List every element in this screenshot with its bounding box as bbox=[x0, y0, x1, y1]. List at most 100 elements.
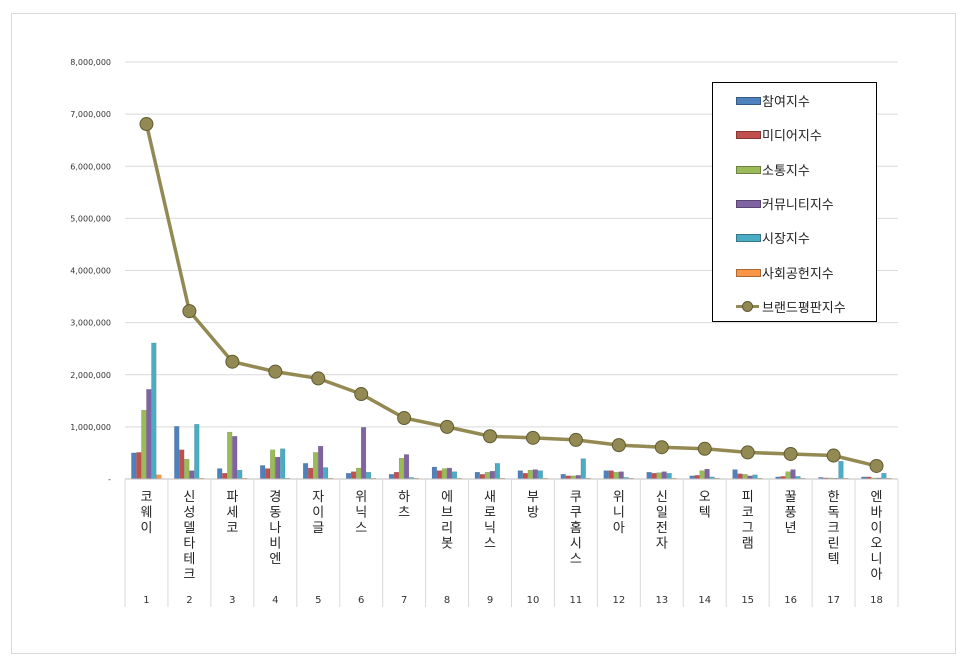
bar-1-10 bbox=[517, 470, 523, 480]
legend-label: 시장지수 bbox=[762, 232, 810, 248]
bar-5-8 bbox=[451, 471, 458, 480]
brand-label-char: 자 bbox=[656, 537, 668, 552]
brand-label-char: 풍 bbox=[785, 506, 797, 521]
brand-label-char: 닉 bbox=[355, 506, 367, 521]
brand-label-char: 신 bbox=[656, 490, 668, 505]
bar-5-13 bbox=[666, 473, 672, 480]
brand-label-char: 이 bbox=[140, 521, 152, 536]
brand-label-char: 코 bbox=[742, 506, 754, 521]
bar-5-15 bbox=[752, 474, 758, 480]
x-axis: 코웨이1신성델타테크2파세코3경동나비엔4자이글5위닉스6하츠7에브리봇8새로닉… bbox=[124, 478, 899, 607]
brand-label-char: 피 bbox=[742, 490, 754, 505]
brand-label-char: 년 bbox=[785, 521, 797, 536]
brand-label-char: 위 bbox=[355, 490, 367, 505]
brand-label-char: 리 bbox=[441, 521, 453, 536]
bar-5-9 bbox=[494, 463, 500, 480]
bar-2-14 bbox=[694, 475, 700, 480]
brand-label-char: 파 bbox=[226, 490, 238, 505]
category-label-16: 16 bbox=[784, 595, 797, 606]
bar-6-1 bbox=[156, 474, 162, 480]
bar-3-10 bbox=[527, 469, 533, 480]
legend-item-5: 시장지수 bbox=[713, 227, 876, 247]
reputation-point-1 bbox=[139, 117, 154, 132]
reputation-point-6 bbox=[354, 387, 369, 402]
bar-2-10 bbox=[522, 473, 528, 480]
category-label-14: 14 bbox=[698, 595, 711, 606]
bar-1-5 bbox=[303, 463, 309, 480]
bar-3-9 bbox=[484, 472, 490, 480]
reputation-polyline bbox=[144, 123, 877, 468]
bar-4-13 bbox=[661, 471, 667, 480]
reputation-point-17 bbox=[826, 448, 841, 463]
reputation-point-4 bbox=[268, 364, 283, 379]
legend-swatch bbox=[736, 268, 761, 277]
legend-label: 참여지수 bbox=[762, 95, 810, 110]
bar-5-5 bbox=[323, 467, 329, 480]
reputation-point-18 bbox=[869, 458, 884, 473]
brand-label-char: 코 bbox=[140, 490, 152, 505]
bar-5-18 bbox=[881, 473, 887, 480]
bar-2-1 bbox=[136, 452, 142, 480]
legend-label: 사회공헌지수 bbox=[762, 266, 834, 282]
bar-2-8 bbox=[436, 470, 442, 480]
brand-label-char: 성 bbox=[183, 506, 195, 521]
bar-4-1 bbox=[146, 389, 152, 480]
legend-item-2: 미디어지수 bbox=[713, 124, 876, 144]
brand-label-char: 스 bbox=[570, 552, 582, 567]
bar-1-13 bbox=[646, 472, 652, 480]
category-label-17: 17 bbox=[827, 595, 840, 606]
reputation-point-8 bbox=[440, 419, 455, 434]
bar-3-2 bbox=[184, 458, 190, 480]
brand-label-char: 한 bbox=[828, 490, 840, 505]
bar-3-5 bbox=[313, 452, 319, 480]
reputation-point-7 bbox=[397, 411, 412, 426]
brand-label-char: 그 bbox=[742, 521, 754, 536]
category-label-2: 2 bbox=[186, 595, 192, 606]
bar-2-9 bbox=[479, 474, 485, 480]
brand-label-char: 오 bbox=[699, 490, 711, 505]
bar-5-17 bbox=[838, 461, 844, 480]
legend-item-7: 브랜드평판지수 bbox=[713, 296, 876, 316]
brand-label-char: 비 bbox=[269, 537, 281, 552]
legend-item-1: 참여지수 bbox=[713, 90, 876, 110]
legend-marker bbox=[742, 300, 753, 312]
category-label-8: 8 bbox=[444, 595, 450, 606]
bar-1-3 bbox=[217, 468, 223, 480]
reputation-point-12 bbox=[611, 438, 626, 453]
brand-label-char: 홈 bbox=[570, 521, 582, 536]
y-tick-label: 6,000,000 bbox=[70, 162, 111, 171]
bar-5-6 bbox=[366, 472, 372, 480]
brand-label-char: 이 bbox=[871, 521, 883, 536]
brand-label-char: 일 bbox=[656, 506, 668, 521]
brand-label-char: 쿠 bbox=[570, 506, 582, 521]
bar-2-12 bbox=[608, 470, 614, 480]
brand-label-char: 자 bbox=[312, 490, 324, 505]
bar-4-4 bbox=[275, 456, 281, 480]
brand-label-char: 텍 bbox=[828, 552, 840, 567]
legend-item-3: 소통지수 bbox=[713, 159, 876, 179]
bar-1-8 bbox=[431, 466, 437, 480]
bar-1-4 bbox=[260, 465, 266, 480]
brand-label-char: 웨 bbox=[140, 506, 152, 521]
reputation-line bbox=[139, 117, 884, 473]
bar-3-12 bbox=[613, 472, 619, 480]
brand-label-char: 크 bbox=[183, 568, 195, 583]
brand-label-char: 크 bbox=[828, 521, 840, 536]
brand-label-char: 에 bbox=[441, 490, 453, 505]
reputation-point-9 bbox=[483, 429, 498, 444]
bar-3-6 bbox=[355, 467, 362, 480]
bar-1-11 bbox=[560, 474, 566, 480]
bar-5-11 bbox=[580, 458, 586, 480]
bar-1-12 bbox=[603, 470, 609, 480]
y-tick-label: 8,000,000 bbox=[70, 58, 111, 67]
reputation-point-15 bbox=[740, 445, 755, 460]
brand-label-char: 니 bbox=[613, 506, 625, 521]
reputation-point-3 bbox=[225, 354, 240, 369]
chart-legend: 참여지수 미디어지수 소통지수 커뮤니티지수 시장지수 사회공헌지수 브랜드평판지수 bbox=[712, 82, 877, 322]
brand-label-char: 동 bbox=[269, 506, 281, 521]
legend-swatch bbox=[736, 165, 761, 174]
bar-2-13 bbox=[651, 473, 657, 480]
bar-5-4 bbox=[280, 448, 286, 480]
category-label-4: 4 bbox=[272, 595, 278, 606]
bar-3-3 bbox=[227, 431, 233, 480]
